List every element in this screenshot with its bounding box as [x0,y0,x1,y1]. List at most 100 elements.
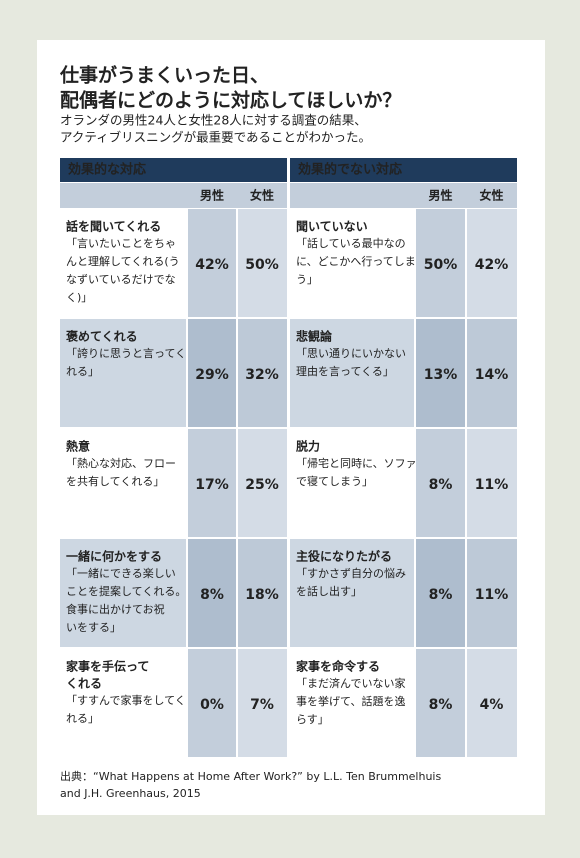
row-label: 家事を命令する [296,659,380,674]
value-cell-bg [416,649,465,757]
section-heading: 効果的でない対応 [298,162,402,178]
row-label: くれる [66,677,102,691]
row-quote: らす」 [296,713,329,726]
column-header-bg [290,183,517,208]
value: 4% [480,697,504,713]
row-label-bg [60,649,186,757]
value-cell-bg [238,649,287,757]
value: 29% [195,367,229,383]
value-cell-bg [416,429,465,537]
value: 42% [195,257,229,273]
value: 11% [475,477,509,493]
row-quote: なずいているだけでな [66,273,176,286]
value: 50% [424,257,458,273]
row-label: 聞いていない [296,220,368,234]
subtitle: アクティブリスニングが最重要であることがわかった。 [60,130,371,145]
row-label: 脱力 [296,439,320,454]
row-label-bg [290,319,414,427]
row-quote: う」 [296,273,318,286]
value-cell-bg [188,539,236,647]
value: 50% [245,257,279,273]
column-header-bg [60,183,287,208]
row-quote: 「話している最中なの [296,236,406,250]
value: 32% [245,367,279,383]
row-label-bg [60,539,186,647]
value-cell-bg [416,319,465,427]
value: 0% [200,697,224,713]
row-quote: に、どこかへ行ってしま [296,255,416,268]
row-label-bg [290,539,414,647]
value: 25% [245,477,279,493]
row-label: 話を聞いてくれる [66,219,161,234]
row-label-bg [290,649,414,757]
row-quote: 理由を言ってくる」 [296,364,394,378]
title: 配偶者にどのように対応してほしいか？ [60,89,401,112]
value-cell-bg [467,319,517,427]
column-header: 女性 [479,188,503,203]
value-cell-bg [416,209,465,317]
value: 42% [475,257,509,273]
value: 13% [424,367,458,383]
row-quote: 「思い通りにいかない [296,347,406,360]
row-label: 悲観論 [296,329,333,344]
row-label: 褒めてくれる [65,329,138,344]
value: 7% [250,697,274,713]
column-header: 男性 [200,188,224,203]
row-label-bg [60,429,186,537]
value: 8% [429,587,453,603]
value-cell-bg [238,539,287,647]
section-header-bg [290,158,517,182]
value: 17% [195,477,229,493]
row-quote: いをする」 [66,621,121,634]
value-cell-bg [188,649,236,757]
source: 出典：“What Happens at Home After Work?” by… [60,769,441,783]
section-heading: 効果的な対応 [68,162,146,178]
row-quote: 「帰宅と同時に、ソファ [296,456,417,470]
value: 18% [245,587,279,603]
row-quote: れる」 [66,365,99,378]
row-quote: 事を挙げて、話題を逸 [296,694,405,708]
value-cell-bg [188,319,236,427]
row-quote: を共有してくれる」 [66,474,164,488]
row-quote: 「一緒にできる楽しい [66,566,176,580]
row-quote: 「まだ済んでいない家 [296,676,405,690]
value-cell-bg [188,209,236,317]
value-cell-bg [238,429,287,537]
row-quote: を話し出す」 [296,584,362,598]
value-cell-bg [238,319,287,427]
column-header: 女性 [250,188,274,203]
value-cell-bg [416,539,465,647]
title: 仕事がうまくいった日、 [59,64,269,87]
row-label: 一緒に何かをする [66,549,162,564]
row-quote: 「熱心な対応、フロー [66,456,176,470]
row-quote: ことを提案してくれる。 [66,584,186,598]
row-label-bg [60,319,186,427]
value: 8% [200,587,224,603]
column-header: 男性 [428,188,452,203]
value-cell-bg [467,429,517,537]
row-quote: んと理解してくれる(う [66,254,180,268]
row-quote: 「誇りに思うと言ってく [66,346,186,360]
row-label: 熱意 [66,439,90,454]
value: 8% [429,477,453,493]
value: 8% [429,697,453,713]
row-quote: れる」 [66,712,99,725]
row-quote: 食事に出かけてお祝 [66,602,165,616]
value-cell-bg [467,649,517,757]
row-label-bg [290,429,414,537]
value-cell-bg [188,429,236,537]
row-quote: 「すすんで家事をしてく [66,693,186,707]
value: 14% [475,367,509,383]
row-label: 家事を手伝って [66,659,149,674]
section-header-bg [60,158,287,182]
row-quote: く)」 [66,291,92,304]
row-label-bg [290,209,414,317]
row-quote: 「言いたいことをちゃ [66,237,176,250]
value-cell-bg [467,209,517,317]
row-quote: 「すかさず自分の悩み [296,566,406,580]
row-quote: で寝てしまう」 [296,474,373,488]
source: and J.H. Greenhaus, 2015 [60,787,201,800]
row-label-bg [60,209,186,317]
